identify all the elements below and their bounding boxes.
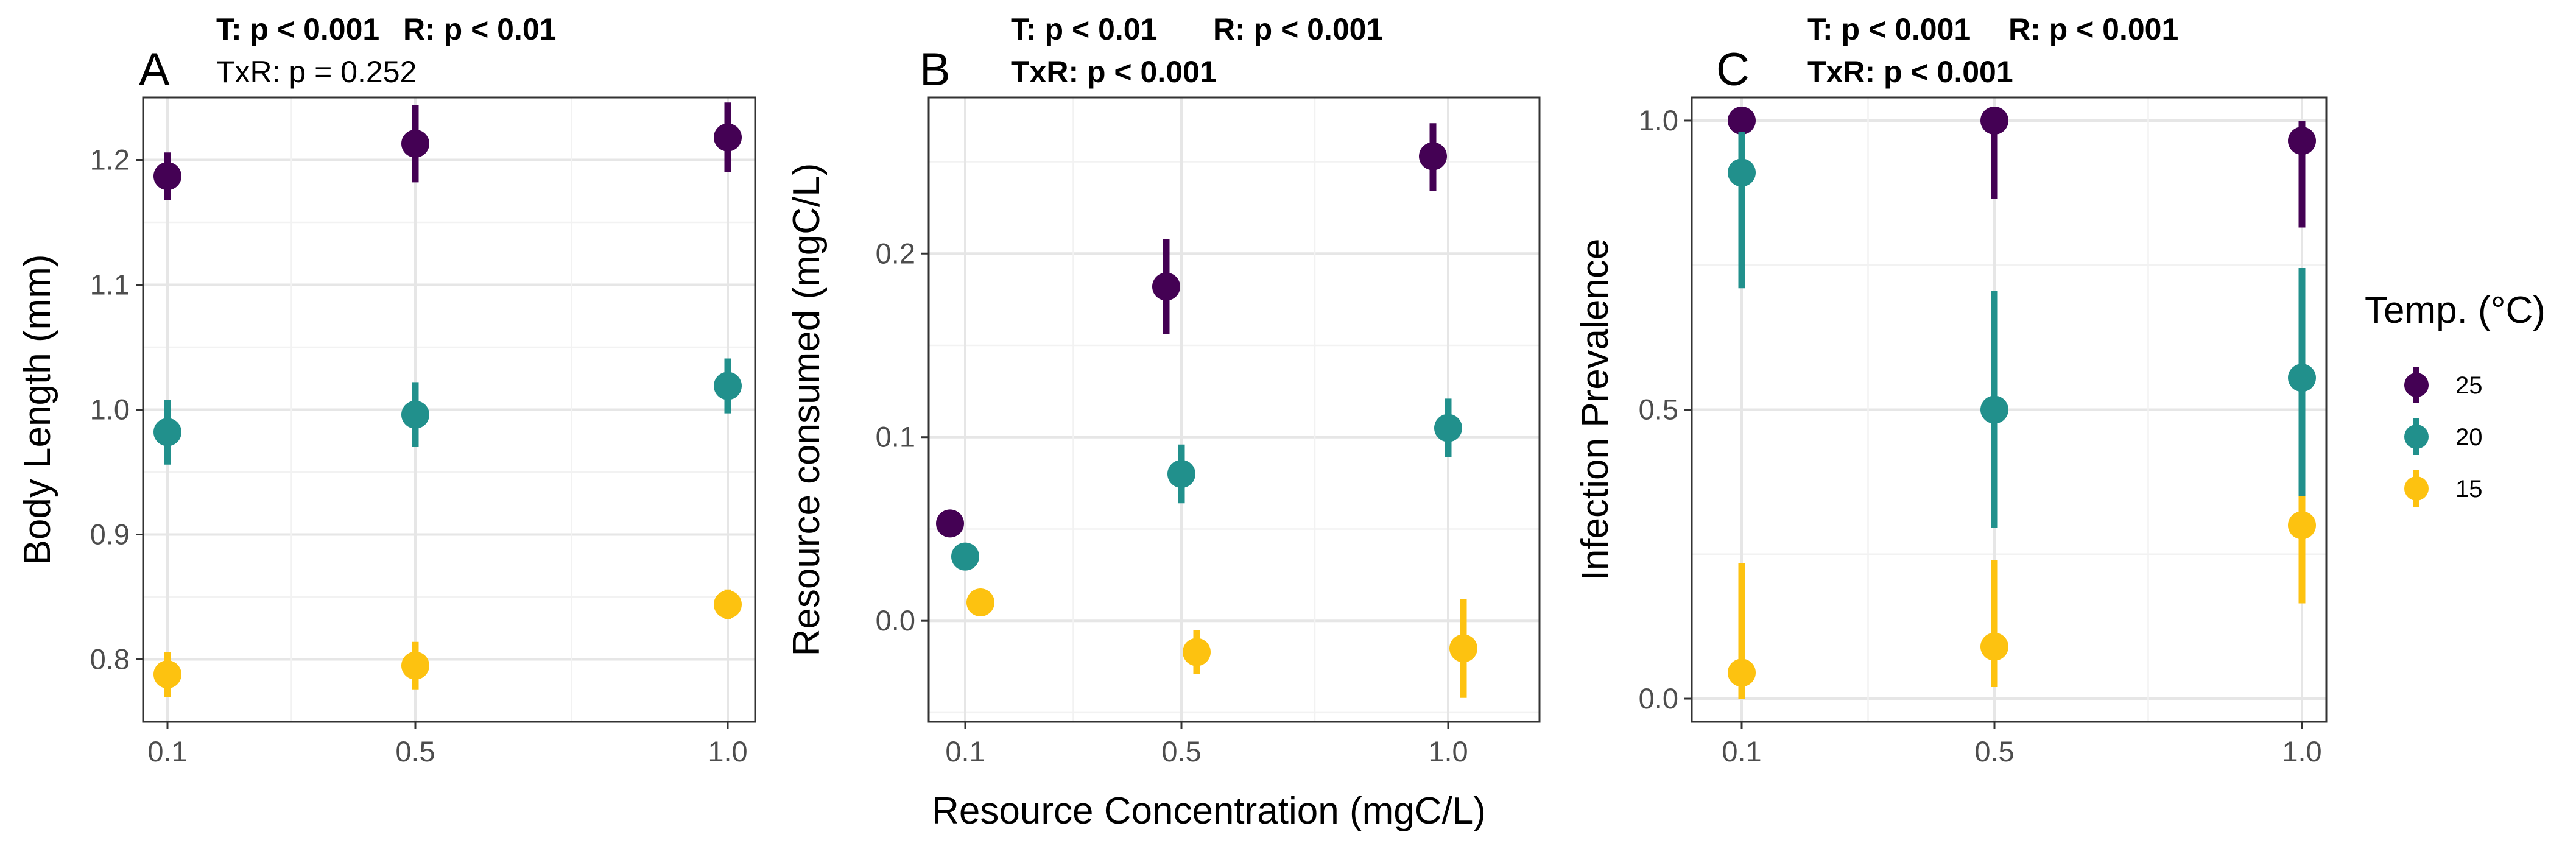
panel-letter: A	[139, 44, 170, 96]
data-point	[1728, 158, 1756, 187]
x-tick-label: 0.1	[147, 735, 187, 768]
x-tick-label: 0.5	[395, 735, 435, 768]
data-point	[153, 660, 181, 689]
data-point	[2288, 511, 2316, 540]
data-point	[401, 129, 429, 158]
stats-interaction: TxR: p < 0.001	[1807, 55, 2013, 89]
stats-temperature: T: p < 0.001	[216, 12, 379, 46]
series-25	[936, 123, 1447, 538]
data-point	[1728, 106, 1756, 135]
stats-interaction: TxR: p < 0.001	[1011, 55, 1217, 89]
y-tick-label: 0.0	[876, 604, 915, 637]
panel-c: 0.0 0.5 1.0 0.1 0.5 1.0 Infection Prevalence C T…	[1574, 12, 2328, 768]
y-axis-title: Body Length (mm)	[16, 255, 58, 565]
panel-letter: B	[920, 44, 951, 96]
x-tick-label: 1.0	[708, 735, 747, 768]
stats-interaction: TxR: p = 0.252	[216, 55, 417, 89]
data-point	[1980, 632, 2008, 661]
series-25	[1728, 106, 2316, 236]
panel-letter: C	[1716, 44, 1750, 96]
stats-resource: R: p < 0.001	[2008, 12, 2178, 46]
series-15	[966, 588, 1477, 698]
y-tick-label: 1.0	[90, 393, 130, 426]
data-point	[936, 509, 964, 538]
legend-key-20: 20	[2404, 418, 2483, 455]
data-point	[951, 542, 979, 571]
panel-border	[927, 96, 1541, 723]
legend-title: Temp. (°C)	[2365, 289, 2546, 331]
data-point	[714, 123, 742, 152]
series-20	[1728, 132, 2316, 529]
data-point	[1419, 142, 1447, 171]
y-tick-label: 1.0	[1639, 104, 1678, 136]
x-tick-label: 0.1	[1722, 735, 1761, 768]
x-axis-title: Resource Concentration (mgC/L)	[932, 790, 1486, 832]
x-tick-label: 0.5	[1161, 735, 1201, 768]
legend-key-point	[2404, 373, 2429, 397]
legend-key-25: 25	[2404, 367, 2483, 403]
x-tick-label: 0.5	[1974, 735, 2014, 768]
panel-b: 0.0 0.1 0.2 0.1 0.5 1.0 Resource consumed (mgC…	[786, 12, 1541, 768]
x-tick-label: 1.0	[1428, 735, 1468, 768]
stats-temperature: T: p < 0.001	[1807, 12, 1971, 46]
y-tick-label: 0.2	[876, 237, 915, 269]
y-axis-title: Resource consumed (mgC/L)	[786, 163, 828, 657]
data-point	[401, 651, 429, 680]
panel-a: 0.8 0.9 1.0 1.1 1.2 0.1 0.5 1.0 Body Length (mm)…	[16, 12, 756, 768]
legend: Temp. (°C) 25 20 15	[2365, 289, 2546, 507]
stats-resource: R: p < 0.001	[1213, 12, 1383, 46]
legend-label: 25	[2455, 372, 2483, 399]
data-point	[1980, 106, 2008, 135]
legend-key-point	[2404, 425, 2429, 449]
data-point	[2288, 127, 2316, 155]
data-point	[1183, 638, 1211, 666]
data-point	[1167, 460, 1195, 489]
series-20	[153, 358, 742, 465]
data-point	[153, 162, 181, 191]
legend-key-point	[2404, 476, 2429, 501]
legend-label: 15	[2455, 476, 2483, 503]
x-tick-label: 0.1	[945, 735, 985, 768]
y-tick-label: 0.5	[1639, 393, 1678, 426]
data-point	[153, 418, 181, 446]
data-point	[1728, 658, 1756, 687]
data-point	[1449, 634, 1477, 663]
y-tick-label: 0.8	[90, 643, 130, 676]
data-point	[1980, 395, 2008, 424]
y-tick-label: 1.1	[90, 269, 130, 301]
y-tick-label: 0.0	[1639, 682, 1678, 715]
series-20	[951, 398, 1462, 571]
y-tick-label: 1.2	[90, 144, 130, 176]
y-axis-title: Infection Prevalence	[1574, 239, 1616, 581]
data-point	[1434, 414, 1462, 442]
data-point	[1152, 272, 1180, 301]
series-15	[1728, 496, 2316, 699]
legend-label: 20	[2455, 424, 2483, 451]
y-tick-label: 0.1	[876, 421, 915, 453]
data-point	[2288, 364, 2316, 392]
data-point	[401, 400, 429, 429]
y-tick-label: 0.9	[90, 518, 130, 551]
series-25	[153, 102, 742, 200]
legend-key-15: 15	[2404, 470, 2483, 507]
data-point	[714, 590, 742, 619]
series-15	[153, 589, 742, 697]
data-point	[714, 372, 742, 400]
panels: 0.8 0.9 1.0 1.1 1.2 0.1 0.5 1.0 Body Length (mm)…	[16, 12, 2328, 768]
stats-temperature: T: p < 0.01	[1011, 12, 1157, 46]
data-point	[966, 588, 994, 617]
x-tick-label: 1.0	[2282, 735, 2321, 768]
stats-resource: R: p < 0.01	[403, 12, 557, 46]
